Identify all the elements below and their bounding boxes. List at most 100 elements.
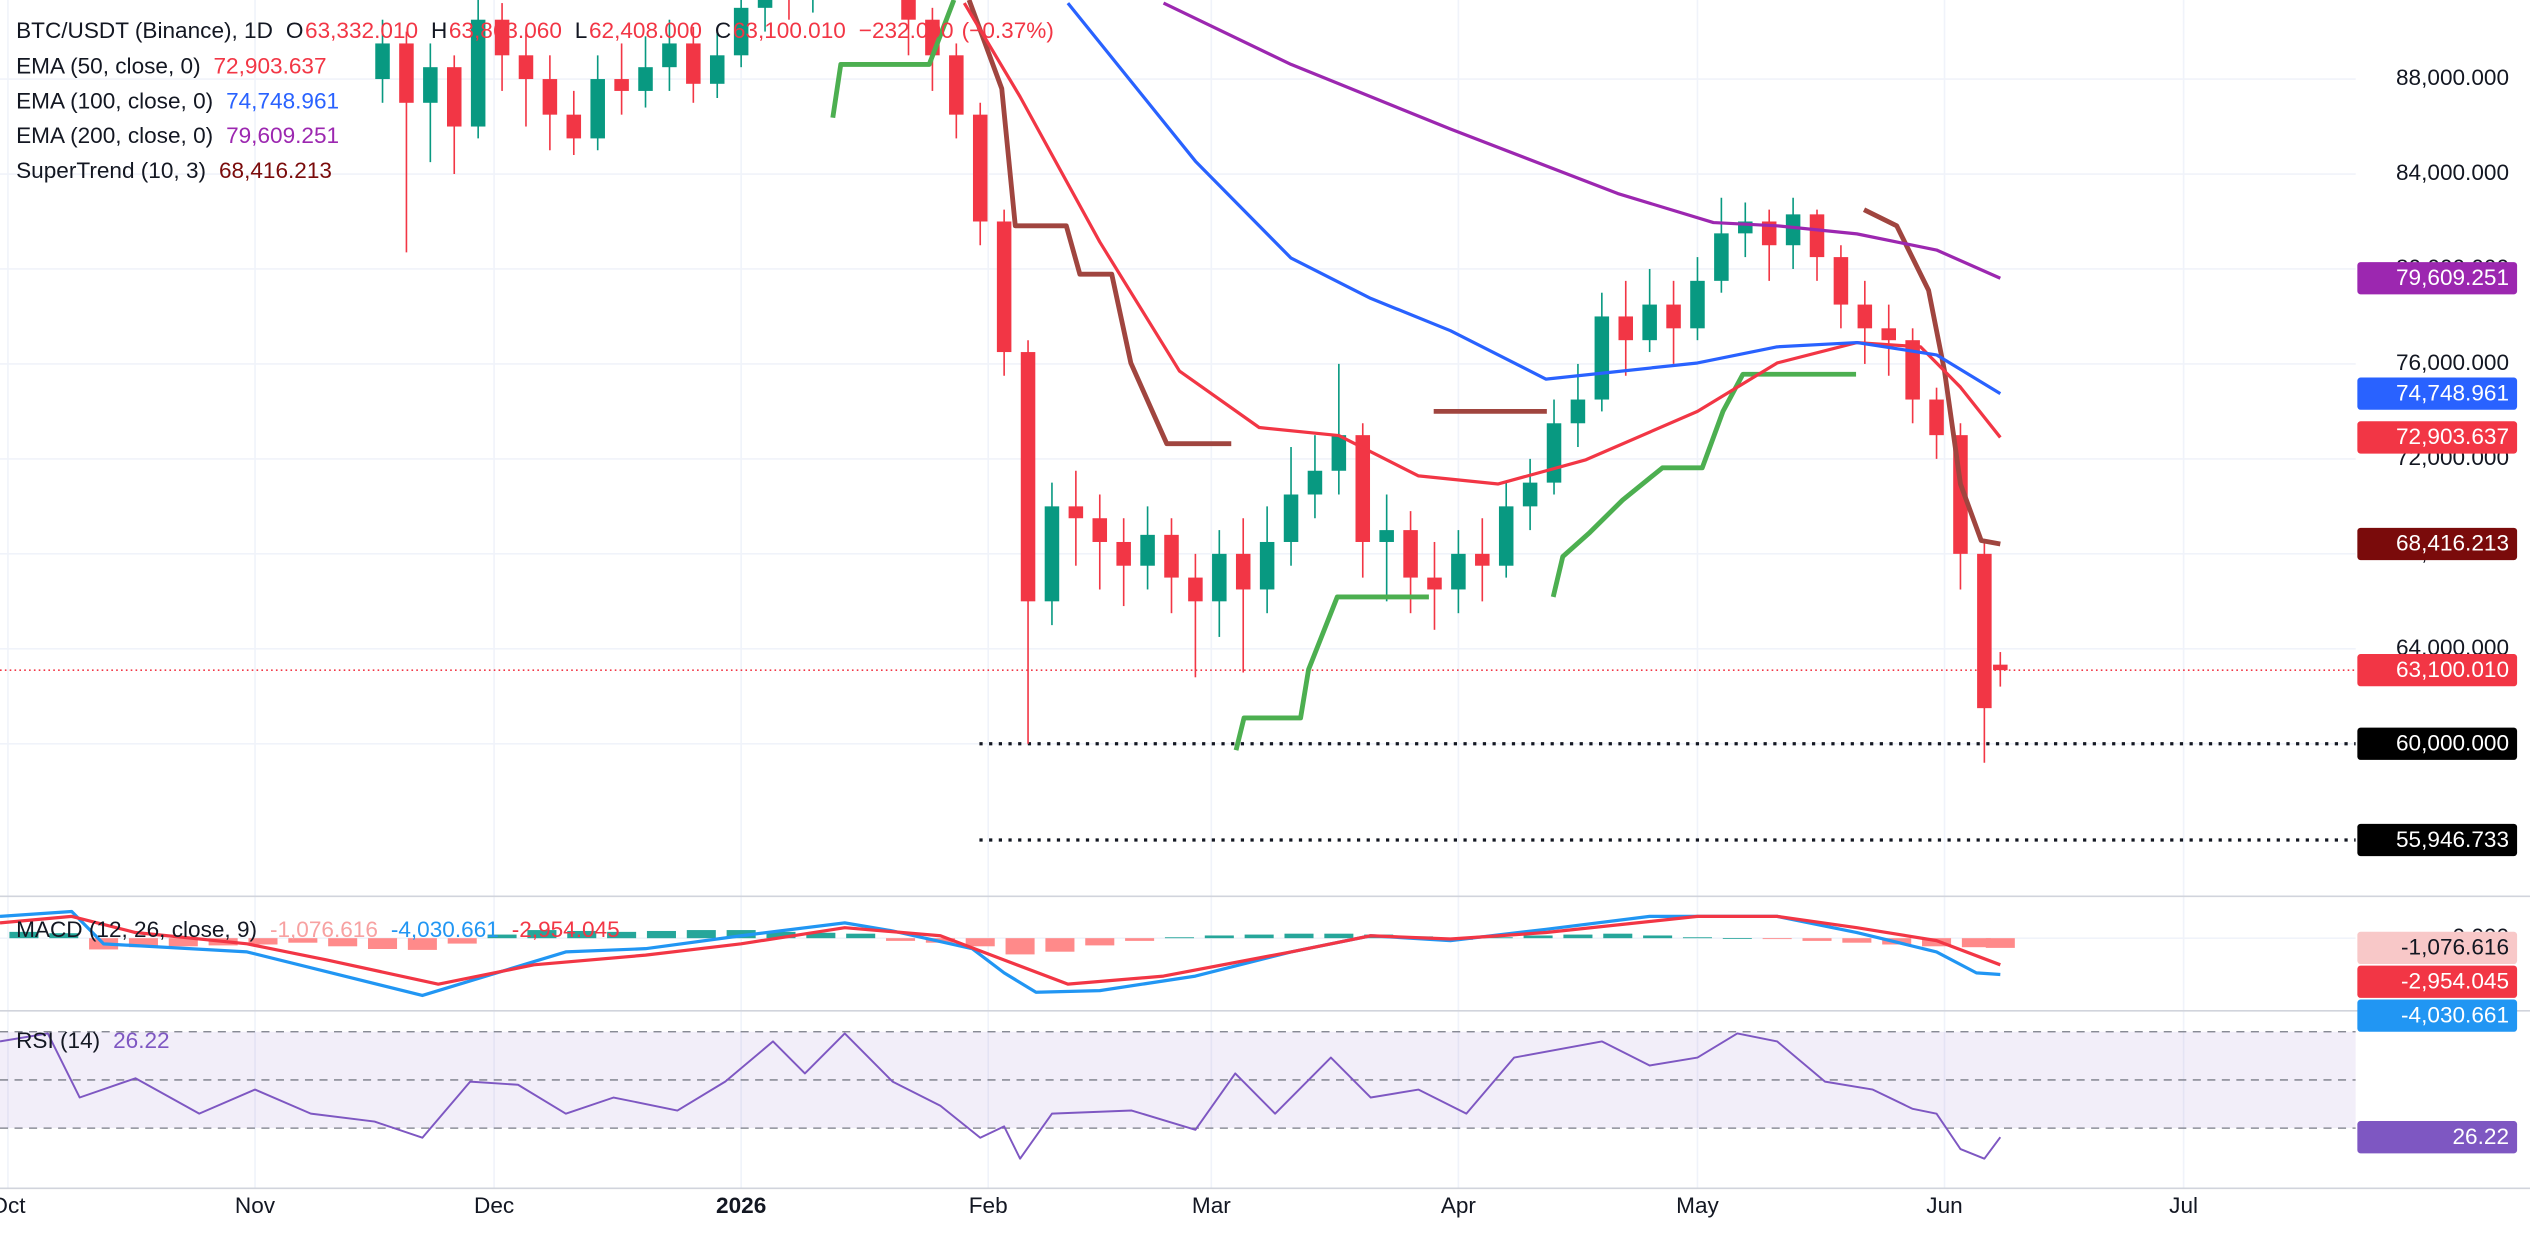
legend-text: 26.22 xyxy=(113,1028,170,1053)
price-badge xyxy=(2357,262,2518,295)
price-badge-label: 72,903.637 xyxy=(2396,424,2509,449)
x-tick-label: Nov xyxy=(235,1193,276,1218)
x-tick-label: Dec xyxy=(474,1193,514,1218)
x-tick-label: Oct xyxy=(0,1193,26,1218)
candle-body xyxy=(1379,530,1394,542)
macd-histogram-bar xyxy=(1085,938,1115,946)
candle-body xyxy=(375,43,390,80)
macd-histogram-bar xyxy=(886,938,916,941)
price-badge-label: 63,100.010 xyxy=(2396,657,2509,682)
macd-histogram-bar xyxy=(248,938,278,945)
legend-text: (−0.37%) xyxy=(962,18,1054,43)
candle-body xyxy=(518,55,534,80)
candle-body xyxy=(1546,423,1562,483)
price-badge-label: 60,000.000 xyxy=(2396,731,2509,756)
candle-body xyxy=(901,0,916,20)
candle-body xyxy=(566,114,582,139)
legend-text: C xyxy=(715,18,731,43)
y-tick-label: 84,000.000 xyxy=(2396,160,2509,185)
candle-body xyxy=(1833,257,1849,305)
macd-histogram-bar xyxy=(487,934,517,939)
rsi-line xyxy=(0,1032,2002,1160)
macd-histogram-bar xyxy=(646,930,676,939)
axes: Oct Nov Dec 2026 Feb Mar Apr May Jun Jul 88,000.00… xyxy=(0,65,2518,1218)
macd-histogram-bar xyxy=(1204,935,1234,939)
x-tick-label: Apr xyxy=(1441,1193,1477,1218)
y-tick-label: 76,000.000 xyxy=(2396,350,2509,375)
macd-histogram-bar xyxy=(965,938,995,947)
x-tick-label: Jul xyxy=(2169,1193,2198,1218)
candle-body xyxy=(1761,221,1777,246)
macd-histogram-bar xyxy=(9,931,39,939)
candle-body xyxy=(1140,534,1155,566)
candle-body xyxy=(1307,470,1323,495)
legend-text: -4,030.661 xyxy=(391,917,499,942)
candle-body xyxy=(1188,577,1203,602)
ema-line xyxy=(1066,2,2002,396)
supertrend-line xyxy=(966,0,1232,447)
candle-body xyxy=(1993,664,2008,671)
candle-body xyxy=(1714,233,1729,281)
price-badge xyxy=(2357,377,2518,410)
legend-text: -2,954.045 xyxy=(512,917,620,942)
candle-body xyxy=(446,67,462,127)
candle-body xyxy=(1857,304,1873,329)
grid xyxy=(0,0,2356,1188)
x-tick-label: May xyxy=(1676,1193,1719,1218)
candle-body xyxy=(1498,506,1514,566)
candle-body xyxy=(1738,221,1753,234)
candle-body xyxy=(757,0,773,8)
macd-histogram-bar xyxy=(1483,937,1513,939)
candle-body xyxy=(662,43,677,68)
legend-text: 63,100.010 xyxy=(733,18,846,43)
candle-body xyxy=(1451,553,1466,590)
ema-line xyxy=(962,2,2002,486)
legend-text: 79,609.251 xyxy=(226,123,339,148)
candle-body xyxy=(1522,482,1538,507)
y-tick-label: 88,000.000 xyxy=(2396,65,2509,90)
price-badge xyxy=(2357,999,2518,1032)
price-badge-label: -2,954.045 xyxy=(2401,969,2509,994)
macd-histogram-bar xyxy=(128,938,158,948)
price-badge-label: -1,076.616 xyxy=(2401,935,2509,960)
candle-body xyxy=(423,67,438,103)
x-tick-label: Mar xyxy=(1192,1193,1231,1218)
macd-histogram-bar xyxy=(686,930,716,939)
macd-histogram-bar xyxy=(1722,938,1752,939)
signal-line xyxy=(0,914,2001,986)
candle-body xyxy=(1642,304,1657,341)
candle-body xyxy=(1785,214,1801,246)
legend-text: 68,416.213 xyxy=(219,158,332,183)
macd-histogram-bar xyxy=(1164,937,1194,939)
x-tick-label: 2026 xyxy=(716,1193,766,1218)
macd-histogram-bar xyxy=(1125,938,1155,941)
legend-text: 74,748.961 xyxy=(226,88,339,113)
price-badge xyxy=(2357,654,2518,687)
macd-histogram-bar xyxy=(1682,937,1712,939)
candle-body xyxy=(1235,553,1251,590)
legend-text: EMA (200, close, 0) xyxy=(16,123,213,148)
macd-histogram-bar xyxy=(368,938,398,949)
candle-body xyxy=(470,19,486,127)
legend-text: H xyxy=(431,18,447,43)
candle-body xyxy=(996,221,1012,353)
legend-text: O xyxy=(286,18,304,43)
macd-histogram-bar xyxy=(1284,933,1314,939)
candle-body xyxy=(1068,506,1084,519)
candle-body xyxy=(1164,534,1179,578)
candle-body xyxy=(1403,530,1418,578)
macd-histogram-bar xyxy=(846,933,876,939)
candle-body xyxy=(709,55,725,84)
price-badge xyxy=(2357,965,2518,998)
candle-body xyxy=(614,79,629,91)
legend-text: SuperTrend (10, 3) xyxy=(16,158,206,183)
macd-histogram-bar xyxy=(1802,938,1832,941)
legend-text: RSI (14) xyxy=(16,1028,100,1053)
price-badge-label: 79,609.251 xyxy=(2396,265,2509,290)
candle-body xyxy=(1427,577,1442,590)
supertrend-line xyxy=(830,0,957,119)
candle-body xyxy=(686,43,701,84)
macd-histogram-bar xyxy=(288,938,318,943)
candle-body xyxy=(1116,541,1131,566)
